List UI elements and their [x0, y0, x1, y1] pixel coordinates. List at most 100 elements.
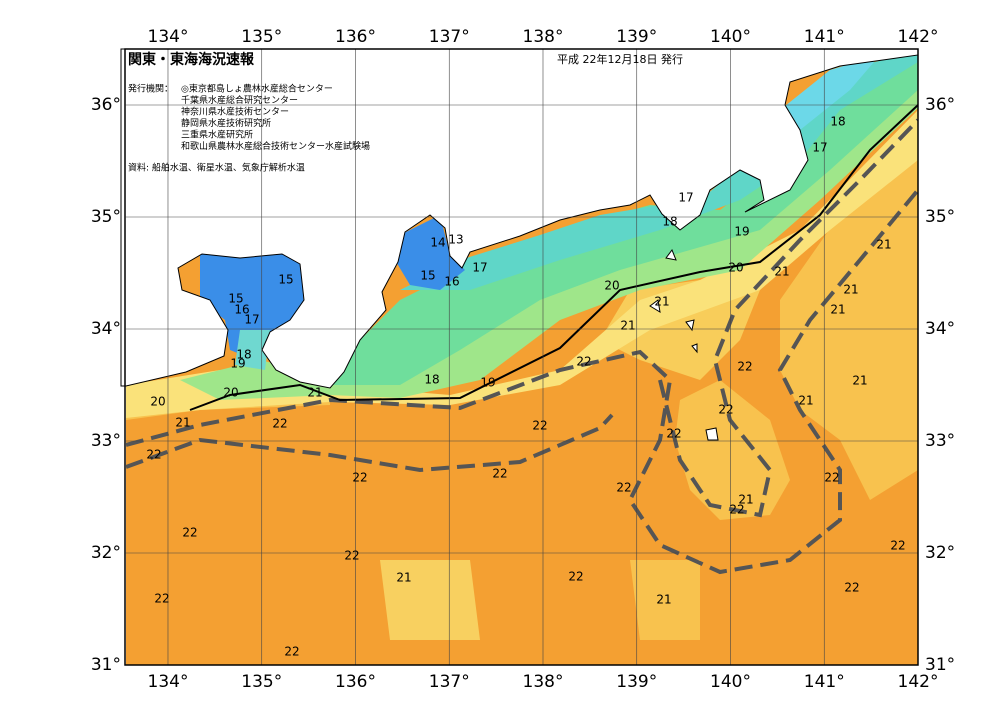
contour-label: 22: [532, 419, 547, 433]
contour-label: 20: [604, 279, 619, 293]
x-tick-label: 140°: [710, 672, 751, 692]
contour-label: 17: [244, 313, 259, 327]
y-tick-label: 31°: [91, 655, 121, 675]
x-tick-label: 138°: [523, 672, 564, 692]
x-tick-label: 139°: [616, 672, 657, 692]
contour-label: 22: [737, 360, 752, 374]
contour-label: 15: [278, 273, 293, 287]
isotherm-20: [189, 104, 918, 411]
issue-date: 平成 22年12月18日 発行: [557, 52, 683, 66]
contour-label: 18: [236, 348, 251, 362]
x-tick-label: 136°: [335, 27, 376, 47]
contour-label: 22: [824, 471, 839, 485]
contour-label: 22: [154, 592, 169, 606]
contour-label: 21: [307, 386, 322, 400]
contour-label: 21: [830, 303, 845, 317]
issuer: 和歌山県農林水産総合技術センター水産試験場: [181, 140, 370, 152]
y-tick-label: 35°: [91, 207, 121, 227]
contour-label: 22: [492, 467, 507, 481]
title: 関東・東海海況速報: [128, 51, 255, 68]
x-tick-label: 139°: [616, 27, 657, 47]
contour-label: 21: [175, 416, 190, 430]
contour-label: 22: [352, 471, 367, 485]
contour-label: 21: [843, 283, 858, 297]
contour-label: 21: [876, 238, 891, 252]
contour-label: 16: [444, 275, 459, 289]
x-tick-label: 141°: [804, 27, 845, 47]
contour-label: 19: [480, 376, 495, 390]
x-tick-label: 136°: [335, 672, 376, 692]
contour-label: 17: [472, 261, 487, 275]
contour-label: 21: [654, 295, 669, 309]
x-tick-label: 137°: [429, 672, 470, 692]
contour-label: 20: [150, 395, 165, 409]
issuer: 静岡県水産技術研究所: [181, 117, 271, 129]
data-source: 資料: 船舶水温、衛星水温、気象庁解析水温: [128, 162, 305, 174]
x-tick-label: 142°: [898, 27, 939, 47]
islands: [649, 248, 719, 441]
sea-21: [780, 160, 918, 500]
sea-bay-osaka: [200, 250, 305, 360]
kuroshio-inner: [658, 118, 918, 518]
issuer: 神奈川県水産技術センター: [181, 106, 289, 118]
labels: 134° 134° 135° 135° 136° 136° 137° 137° 138° 138°…: [91, 27, 955, 692]
issuer: 千葉県水産総合研究センター: [181, 94, 298, 106]
contour-label: 18: [424, 373, 439, 387]
issuer: 三重県水産研究所: [181, 129, 253, 141]
contour-label: 13: [448, 233, 463, 247]
x-tick-label: 134°: [148, 672, 189, 692]
contour-label: 22: [729, 503, 744, 517]
y-tick-label: 34°: [925, 319, 955, 339]
contour-label: 21: [798, 394, 813, 408]
kuroshio-loop: [126, 188, 918, 575]
y-tick-label: 35°: [925, 207, 955, 227]
issuer: ◎東京都島しょ農林水産総合センター: [181, 83, 333, 95]
land: [120, 48, 919, 389]
contour-label: 21: [656, 593, 671, 607]
contour-label: 21: [738, 493, 753, 507]
x-tick-label: 135°: [241, 27, 282, 47]
contour-label: 19: [734, 225, 749, 239]
frame: [124, 48, 919, 666]
contour-label: 20: [728, 261, 743, 275]
contour-label: 22: [616, 481, 631, 495]
contour-label: 15: [228, 292, 243, 306]
contours: [126, 104, 918, 575]
contour-label: 14: [430, 236, 445, 250]
contour-label: 18: [830, 115, 845, 129]
x-tick-label: 137°: [429, 27, 470, 47]
contour-label: 21: [396, 571, 411, 585]
contour-label: 22: [272, 417, 287, 431]
contour-label: 22: [182, 526, 197, 540]
contour-label: 16: [234, 303, 249, 317]
x-tick-label: 135°: [241, 672, 282, 692]
contour-label: 15: [420, 269, 435, 283]
sea-21: [380, 560, 480, 640]
y-tick-label: 36°: [91, 95, 121, 115]
contour-label: 22: [890, 539, 905, 553]
y-tick-label: 32°: [925, 543, 955, 563]
y-tick-label: 32°: [91, 543, 121, 563]
x-tick-label: 142°: [898, 672, 939, 692]
x-tick-label: 138°: [523, 27, 564, 47]
contour-label: 20: [223, 386, 238, 400]
y-tick-label: 34°: [91, 319, 121, 339]
sea-bay-outer: [235, 330, 270, 370]
contour-label: 21: [774, 265, 789, 279]
sea-21: [630, 560, 700, 640]
contour-label: 22: [718, 403, 733, 417]
contour-label: 22: [568, 570, 583, 584]
contour-label: 22: [576, 355, 591, 369]
sea-19: [180, 90, 918, 400]
y-tick-label: 33°: [925, 431, 955, 451]
contour-label: 17: [678, 191, 693, 205]
kuroshio-south: [126, 413, 614, 473]
x-tick-label: 140°: [710, 27, 751, 47]
issuers-label: 発行機関：: [128, 83, 173, 95]
contour-label: 21: [852, 374, 867, 388]
contour-label: 18: [662, 215, 677, 229]
y-tick-label: 31°: [925, 655, 955, 675]
y-tick-label: 33°: [91, 431, 121, 451]
